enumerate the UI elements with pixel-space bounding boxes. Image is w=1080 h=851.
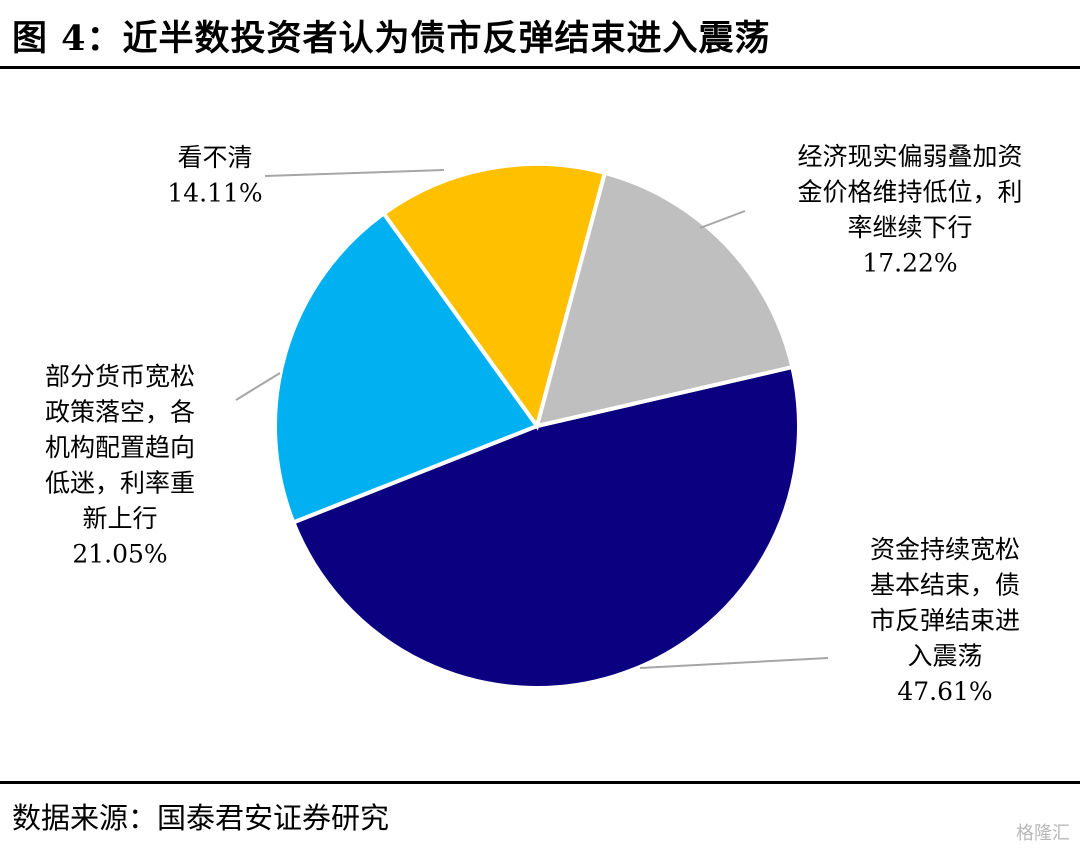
source-note: 数据来源：国泰君安证券研究 xyxy=(12,801,390,835)
pie-slice-3 xyxy=(380,162,608,431)
leader-line-2 xyxy=(235,372,281,401)
slice-category-label-2: 部分货币宽松 xyxy=(45,362,195,391)
leader-line-3 xyxy=(264,169,445,177)
leader-lines xyxy=(235,169,829,669)
source-rule xyxy=(0,781,1080,784)
slice-category-label-2: 政策落空，各 xyxy=(45,398,195,427)
pie-slice-1 xyxy=(290,364,801,690)
slice-category-label-3: 看不清 xyxy=(177,143,252,172)
slice-category-label-2: 机构配置趋向 xyxy=(45,433,195,462)
slice-category-label-1: 基本结束，债 xyxy=(870,571,1020,600)
slice-category-label-1: 入震荡 xyxy=(907,642,982,671)
slice-value-label-1: 47.61% xyxy=(897,677,992,706)
slice-category-label-4: 金价格维持低位，利 xyxy=(797,178,1022,207)
slice-category-label-4: 率继续下行 xyxy=(847,213,972,242)
slice-value-label-3: 14.11% xyxy=(167,179,262,208)
slice-category-label-2: 低迷，利率重 xyxy=(45,469,195,498)
slice-category-label-4: 经济现实偏弱叠加资 xyxy=(797,142,1022,171)
watermark-logo: 格隆汇 xyxy=(1016,823,1070,844)
pie-slices xyxy=(273,162,801,690)
pie-slice-2 xyxy=(273,210,541,525)
slice-value-label-4: 17.22% xyxy=(862,249,957,278)
figure-title: 图 4：近半数投资者认为债市反弹结束进入震荡 xyxy=(12,18,771,59)
slice-value-label-2: 21.05% xyxy=(72,540,167,569)
leader-line-1 xyxy=(639,657,829,669)
slice-category-label-2: 新上行 xyxy=(82,504,157,533)
slice-category-label-1: 市反弹结束进 xyxy=(870,606,1020,635)
leader-line-4 xyxy=(699,210,746,229)
pie-slice-4 xyxy=(534,170,795,429)
title-rule xyxy=(0,66,1080,69)
slice-category-label-1: 资金持续宽松 xyxy=(870,535,1020,564)
